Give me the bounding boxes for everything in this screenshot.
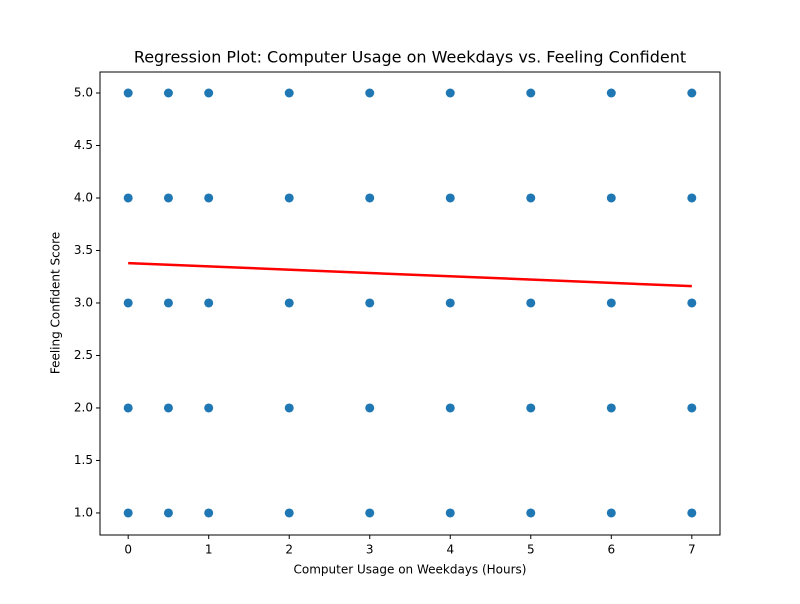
x-tick-label: 1 <box>205 543 213 557</box>
y-tick-label: 5.0 <box>74 85 93 99</box>
x-tick-label: 2 <box>285 543 293 557</box>
point <box>687 508 697 518</box>
point <box>284 88 294 98</box>
point <box>123 193 133 203</box>
y-tick-label: 1.5 <box>74 453 93 467</box>
y-tick-label: 4.0 <box>74 190 93 204</box>
point <box>204 298 214 308</box>
x-tick-label: 7 <box>688 543 696 557</box>
point <box>123 298 133 308</box>
point <box>606 88 616 98</box>
point <box>365 403 375 413</box>
y-tick-label: 2.5 <box>74 348 93 362</box>
point <box>204 403 214 413</box>
point <box>687 403 697 413</box>
point <box>123 508 133 518</box>
point <box>445 403 455 413</box>
y-axis-label: Feeling Confident Score <box>49 232 63 374</box>
point <box>163 508 173 518</box>
point <box>204 193 214 203</box>
point <box>687 298 697 308</box>
point <box>365 298 375 308</box>
regression-line <box>128 261 692 288</box>
y-tick-label: 1.0 <box>74 505 93 519</box>
point <box>163 403 173 413</box>
point <box>445 298 455 308</box>
point <box>204 88 214 98</box>
point <box>123 88 133 98</box>
point <box>687 88 697 98</box>
point <box>365 508 375 518</box>
point <box>526 298 536 308</box>
point <box>445 193 455 203</box>
x-tick-label: 0 <box>124 543 132 557</box>
point <box>606 298 616 308</box>
x-tick-label: 3 <box>366 543 374 557</box>
y-tick-label: 3.5 <box>74 243 93 257</box>
x-axis-label: Computer Usage on Weekdays (Hours) <box>294 563 527 577</box>
y-tick-label: 4.5 <box>74 138 93 152</box>
point <box>204 508 214 518</box>
y-tick-label: 2.0 <box>74 400 93 414</box>
point <box>163 193 173 203</box>
point <box>163 88 173 98</box>
x-tick-label: 4 <box>446 543 454 557</box>
y-tick-label: 3.0 <box>74 295 93 309</box>
point <box>163 298 173 308</box>
point <box>123 403 133 413</box>
chart-title: Regression Plot: Computer Usage on Weekd… <box>134 48 686 67</box>
x-tick-label: 5 <box>527 543 535 557</box>
point <box>284 193 294 203</box>
point <box>526 508 536 518</box>
point <box>284 403 294 413</box>
point <box>687 193 697 203</box>
point <box>526 193 536 203</box>
point <box>445 508 455 518</box>
point <box>526 403 536 413</box>
point <box>284 508 294 518</box>
point <box>365 193 375 203</box>
x-tick-label: 6 <box>607 543 615 557</box>
point <box>606 508 616 518</box>
point <box>365 88 375 98</box>
point <box>526 88 536 98</box>
point <box>606 193 616 203</box>
point <box>606 403 616 413</box>
point <box>284 298 294 308</box>
plot-frame <box>99 71 721 536</box>
point <box>445 88 455 98</box>
